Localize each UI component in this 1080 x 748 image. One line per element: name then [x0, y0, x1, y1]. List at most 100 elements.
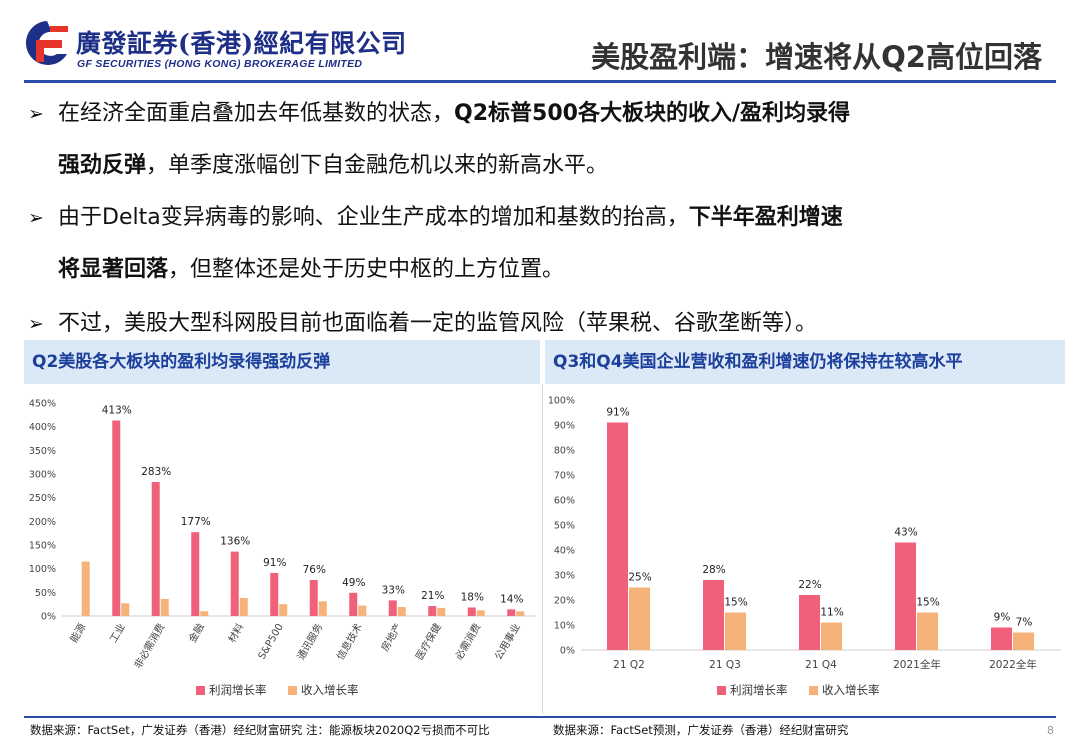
- bullet-arrow-icon: ➢: [28, 313, 44, 335]
- data-label: 177%: [181, 516, 211, 528]
- quarterly-growth-chart: 0% 10% 20% 30% 40% 50% 60% 70% 80% 90% 100% 91% 25% 2…: [548, 396, 1061, 697]
- legend-label: 收入增长率: [822, 683, 880, 697]
- panel-divider: [542, 384, 543, 714]
- logo-english-name: GF SECURITIES (HONG KONG) BROKERAGE LIMI…: [77, 58, 363, 70]
- x-category-label: 21 Q4: [805, 659, 837, 671]
- data-label: 15%: [916, 597, 939, 609]
- x-category-label: 房地产: [378, 621, 404, 653]
- x-category-label: 工业: [107, 622, 127, 645]
- y-tick-label: 20%: [554, 596, 575, 607]
- revenue-growth-bar: [476, 610, 485, 616]
- bullet-1-emphasis-cont: 强劲反弹: [58, 153, 147, 178]
- data-label: 33%: [382, 584, 405, 596]
- legend-profit-swatch: [196, 686, 205, 695]
- data-label: 43%: [894, 527, 917, 539]
- x-category-label: 信息技术: [334, 621, 365, 662]
- revenue-growth-bar: [200, 611, 209, 616]
- y-tick-label: 450%: [29, 399, 56, 410]
- data-label: 14%: [500, 593, 523, 605]
- data-label: 21%: [421, 590, 444, 602]
- legend-revenue-swatch: [809, 686, 818, 695]
- bullet-2-text-cont: ，但整体还是处于历史中枢的上方位置。: [168, 257, 565, 282]
- x-category-label: 非必需消费: [131, 621, 167, 671]
- x-category-label: S&P500: [257, 622, 286, 662]
- profit-growth-bar: [270, 572, 279, 616]
- x-category-label: 2021全年: [893, 658, 941, 671]
- y-tick-label: 10%: [554, 621, 575, 632]
- y-tick-label: 50%: [35, 588, 56, 599]
- revenue-growth-bar: [358, 605, 367, 616]
- y-tick-label: 40%: [554, 546, 575, 557]
- chart-1-source: 数据来源：FactSet，广发证券（香港）经纪财富研究 注：能源板块2020Q2…: [30, 723, 490, 737]
- data-label: 91%: [263, 557, 286, 569]
- profit-growth-bar: [799, 595, 820, 650]
- title-divider: [24, 80, 1056, 83]
- bullet-1-text: 在经济全面重启叠加去年低基数的状态，: [58, 101, 455, 126]
- bullet-1: ➢ 在经济全面重启叠加去年低基数的状态，Q2标普500各大板块的收入/盈利均录得 …: [28, 88, 1058, 192]
- revenue-growth-bar: [279, 604, 288, 616]
- bullet-1-emphasis: Q2标普500各大板块的收入/盈利均录得: [454, 101, 850, 126]
- y-tick-label: 350%: [29, 446, 56, 457]
- revenue-growth-bar: [917, 612, 938, 650]
- legend-label: 收入增长率: [301, 683, 359, 697]
- data-label: 9%: [994, 612, 1011, 624]
- x-category-label: 公用事业: [492, 621, 523, 662]
- bullet-2-text: 由于Delta变异病毒的影响、企业生产成本的增加和基数的抬高，: [58, 205, 689, 230]
- legend-revenue-swatch: [288, 686, 297, 695]
- y-tick-label: 70%: [554, 471, 575, 482]
- footer-divider: [24, 716, 1056, 718]
- profit-growth-bar: [309, 580, 318, 616]
- y-tick-label: 90%: [554, 421, 575, 432]
- y-tick-label: 100%: [29, 564, 56, 575]
- data-label: 7%: [1016, 617, 1033, 629]
- bullet-1-text-cont: ，单季度涨幅创下自金融危机以来的新高水平。: [146, 153, 609, 178]
- y-tick-label: 60%: [554, 496, 575, 507]
- revenue-growth-bar: [318, 601, 327, 616]
- slide-title: 美股盈利端：增速将从Q2高位回落: [591, 40, 1042, 74]
- chart-1-title: Q2美股各大板块的盈利均录得强劲反弹: [24, 340, 540, 384]
- profit-growth-bar: [467, 607, 476, 616]
- bullet-2-emphasis: 下半年盈利增速: [688, 205, 843, 230]
- profit-growth-bar: [991, 627, 1012, 650]
- profit-growth-bar: [112, 420, 121, 616]
- profit-growth-bar: [191, 532, 200, 616]
- x-category-label: 医疗保健: [413, 621, 444, 662]
- y-tick-label: 50%: [554, 521, 575, 532]
- revenue-growth-bar: [516, 611, 525, 616]
- revenue-growth-bar: [629, 587, 650, 650]
- profit-growth-bar: [428, 606, 437, 616]
- profit-growth-bar: [230, 551, 239, 616]
- profit-growth-bar: [507, 609, 516, 616]
- x-category-label: 21 Q2: [613, 659, 645, 671]
- legend-label: 利润增长率: [209, 683, 267, 697]
- y-tick-label: 300%: [29, 470, 56, 481]
- y-tick-label: 100%: [548, 396, 575, 407]
- data-label: 76%: [303, 564, 326, 576]
- revenue-growth-bar: [437, 607, 446, 616]
- x-category-label: 必需消费: [452, 621, 483, 662]
- data-label: 11%: [820, 607, 843, 619]
- page-number: 8: [1047, 724, 1054, 737]
- x-category-label: 材料: [225, 621, 246, 645]
- x-category-label: 金融: [186, 621, 207, 645]
- bullet-2-emphasis-cont: 将显著回落: [58, 257, 169, 282]
- company-logo: 廣發証券(香港)經紀有限公司 GF SECURITIES (HONG KONG)…: [22, 18, 406, 80]
- profit-growth-bar: [151, 482, 160, 616]
- logo-chinese-name: 廣發証券(香港)經紀有限公司: [76, 29, 407, 58]
- y-tick-label: 30%: [554, 571, 575, 582]
- chart-2-title: Q3和Q4美国企业营收和盈利增速仍将保持在较高水平: [545, 340, 1065, 384]
- revenue-growth-bar: [725, 612, 746, 650]
- data-label: 413%: [102, 405, 132, 417]
- y-tick-label: 250%: [29, 493, 56, 504]
- bullet-2: ➢ 由于Delta变异病毒的影响、企业生产成本的增加和基数的抬高，下半年盈利增速 …: [28, 192, 1058, 296]
- bullet-3: ➢ 不过，美股大型科网股目前也面临着一定的监管风险（苹果税、谷歌垄断等）。: [28, 298, 1058, 350]
- revenue-growth-bar: [821, 622, 842, 650]
- y-tick-label: 0%: [560, 646, 575, 657]
- bullet-arrow-icon: ➢: [28, 103, 44, 125]
- data-label: 22%: [798, 579, 821, 591]
- revenue-growth-bar: [239, 598, 248, 616]
- revenue-growth-bar: [397, 607, 406, 616]
- x-category-label: 通讯服务: [294, 621, 325, 662]
- y-tick-label: 200%: [29, 517, 56, 528]
- data-label: 28%: [702, 564, 725, 576]
